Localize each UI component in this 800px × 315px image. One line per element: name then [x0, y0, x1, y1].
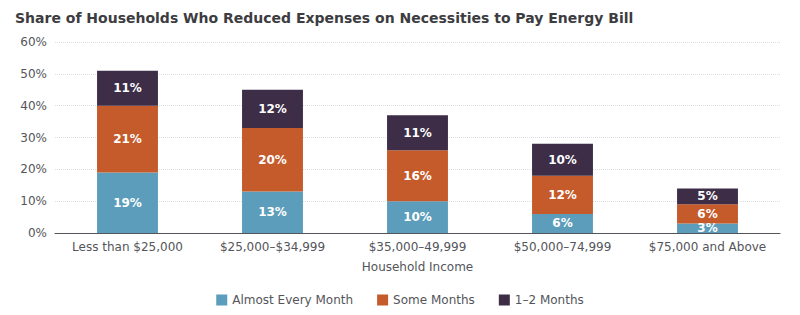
svg-text:20%: 20%: [20, 162, 47, 176]
svg-text:21%: 21%: [113, 132, 142, 146]
svg-text:5%: 5%: [697, 189, 717, 203]
svg-text:12%: 12%: [258, 102, 287, 116]
svg-text:10%: 10%: [20, 194, 47, 208]
svg-text:6%: 6%: [697, 207, 717, 221]
svg-text:Some Months: Some Months: [393, 293, 475, 307]
svg-text:12%: 12%: [548, 188, 577, 202]
svg-text:10%: 10%: [548, 153, 577, 167]
svg-text:60%: 60%: [20, 35, 47, 49]
svg-text:11%: 11%: [113, 81, 142, 95]
svg-text:6%: 6%: [552, 216, 572, 230]
svg-text:Share of Households Who Reduce: Share of Households Who Reduced Expenses…: [15, 10, 633, 26]
svg-text:30%: 30%: [20, 131, 47, 145]
svg-text:$35,000–49,999: $35,000–49,999: [369, 240, 467, 254]
svg-text:3%: 3%: [697, 221, 717, 235]
svg-text:13%: 13%: [258, 205, 287, 219]
svg-text:0%: 0%: [28, 226, 47, 240]
svg-text:Less than $25,000: Less than $25,000: [72, 240, 183, 254]
svg-text:11%: 11%: [403, 126, 432, 140]
svg-text:1–2 Months: 1–2 Months: [515, 293, 584, 307]
svg-text:10%: 10%: [403, 210, 432, 224]
svg-text:$50,000–74,999: $50,000–74,999: [514, 240, 612, 254]
svg-text:20%: 20%: [258, 153, 287, 167]
svg-text:50%: 50%: [20, 67, 47, 81]
svg-text:19%: 19%: [113, 196, 142, 210]
svg-text:40%: 40%: [20, 99, 47, 113]
svg-text:16%: 16%: [403, 169, 432, 183]
svg-text:$25,000–$34,999: $25,000–$34,999: [220, 240, 325, 254]
svg-text:Household Income: Household Income: [362, 260, 473, 274]
svg-text:$75,000 and Above: $75,000 and Above: [649, 240, 766, 254]
svg-text:Almost Every Month: Almost Every Month: [232, 293, 353, 307]
